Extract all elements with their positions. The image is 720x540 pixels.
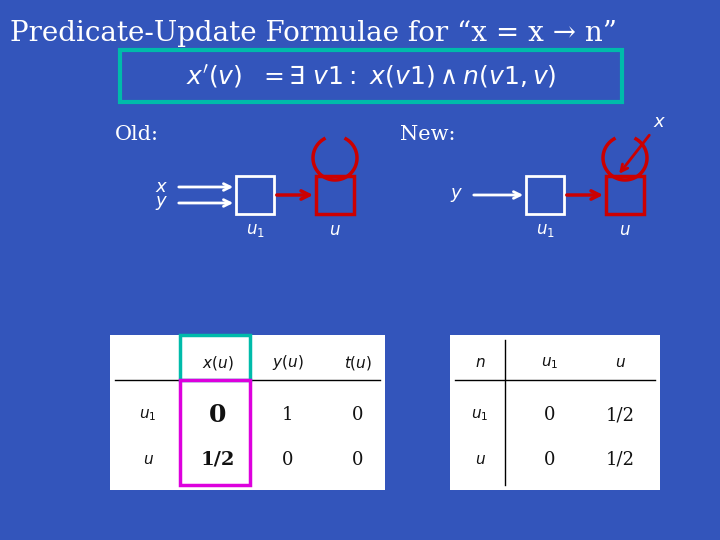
Text: $u$: $u$	[614, 356, 626, 370]
Text: 0: 0	[544, 451, 556, 469]
Bar	[316, 176, 354, 214]
Text: Old:: Old:	[115, 125, 159, 144]
Bar	[526, 176, 564, 214]
Text: 0: 0	[352, 406, 364, 424]
Bar	[120, 50, 622, 102]
Text: $u_1$: $u_1$	[541, 355, 559, 371]
Text: 1/2: 1/2	[201, 451, 235, 469]
Bar	[450, 335, 660, 490]
Text: 1/2: 1/2	[606, 406, 634, 424]
Text: 0: 0	[210, 403, 227, 427]
Text: $x'(v)$  $= \exists\ v1{:}\ x(v1) \wedge n(v1,v)$: $x'(v)$ $= \exists\ v1{:}\ x(v1) \wedge …	[186, 63, 557, 90]
Text: 0: 0	[544, 406, 556, 424]
Bar	[110, 335, 385, 490]
Text: $u$: $u$	[619, 222, 631, 239]
Text: $y$: $y$	[155, 194, 168, 212]
Text: $u_1$: $u_1$	[139, 407, 157, 423]
Text: $x$: $x$	[155, 178, 168, 196]
Bar	[606, 176, 644, 214]
Text: $y$: $y$	[450, 186, 463, 204]
Text: $u_1$: $u_1$	[246, 222, 264, 239]
Text: $u$: $u$	[329, 222, 341, 239]
Bar	[236, 176, 274, 214]
Text: 1/2: 1/2	[606, 451, 634, 469]
Text: $u_1$: $u_1$	[472, 407, 489, 423]
Text: 0: 0	[282, 451, 294, 469]
Bar	[180, 380, 250, 485]
Text: $u$: $u$	[143, 453, 153, 467]
Text: $u$: $u$	[474, 453, 485, 467]
Text: $x(u)$: $x(u)$	[202, 354, 234, 372]
Text: 1: 1	[282, 406, 294, 424]
Text: $y(u)$: $y(u)$	[272, 354, 304, 373]
Text: $u_1$: $u_1$	[536, 222, 554, 239]
Text: $t(u)$: $t(u)$	[344, 354, 372, 372]
Text: 0: 0	[352, 451, 364, 469]
Text: New:: New:	[400, 125, 456, 144]
Text: $n$: $n$	[474, 356, 485, 370]
Text: $x$: $x$	[653, 113, 666, 131]
Bar	[180, 335, 250, 380]
Text: Predicate-Update Formulae for “x = x → n”: Predicate-Update Formulae for “x = x → n…	[10, 20, 617, 47]
